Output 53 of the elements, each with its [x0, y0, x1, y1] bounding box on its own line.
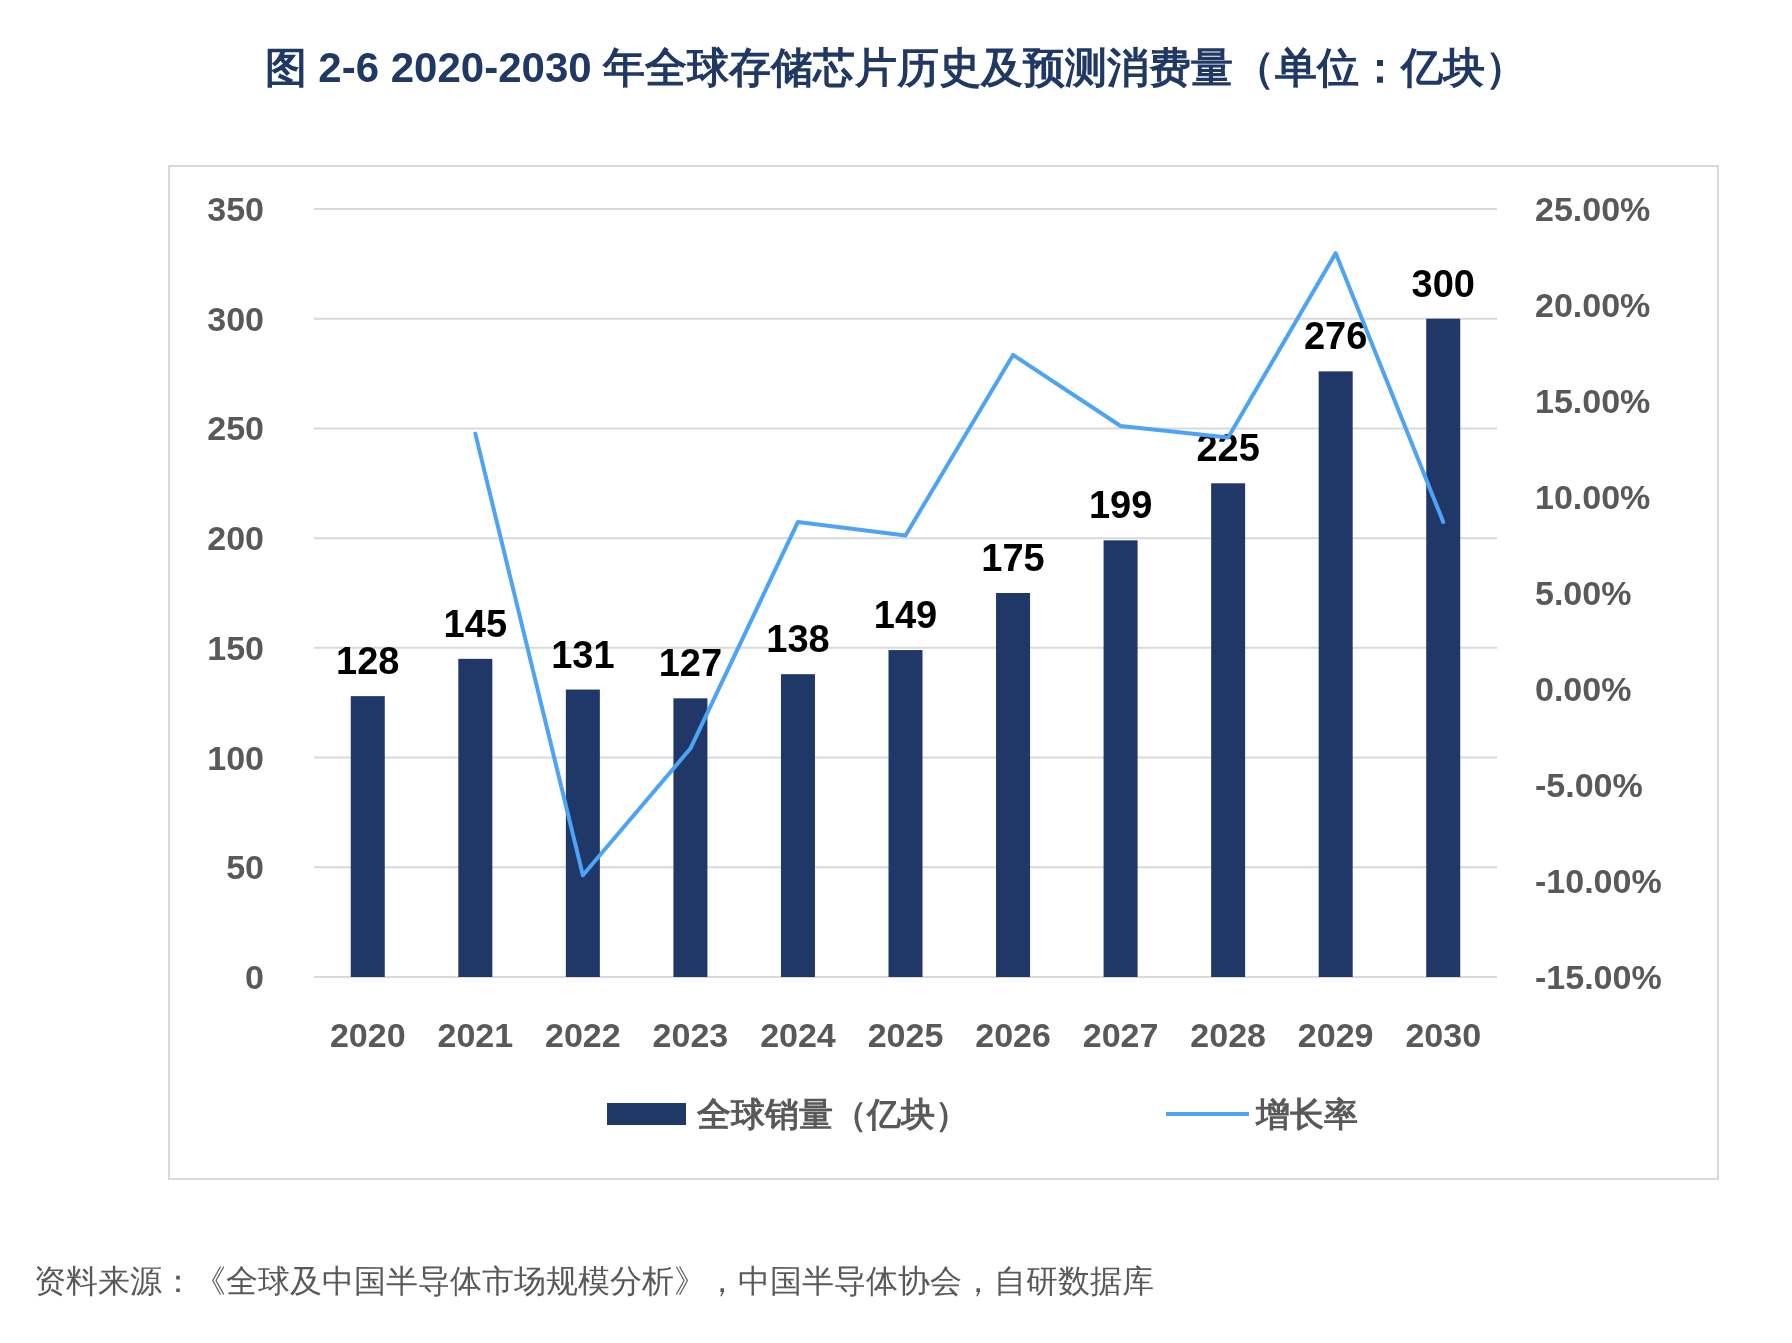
x-tick-label: 2024 — [760, 1016, 836, 1054]
data-label: 175 — [981, 537, 1045, 579]
bar — [565, 689, 600, 977]
x-tick-label: 2026 — [975, 1016, 1051, 1054]
x-tick-label: 2030 — [1405, 1016, 1482, 1054]
y2-tick-label: -5.00% — [1535, 766, 1643, 804]
bar — [1103, 540, 1138, 977]
y-tick-label: 200 — [207, 519, 264, 558]
data-label: 199 — [1088, 484, 1153, 527]
bar — [888, 650, 923, 977]
data-label: 300 — [1411, 262, 1475, 305]
x-tick-label: 2029 — [1297, 1016, 1374, 1054]
x-tick-label: 2028 — [1190, 1016, 1266, 1054]
y2-tick-label: -15.00% — [1535, 958, 1662, 996]
y-tick-label: 100 — [207, 738, 264, 777]
bar — [458, 658, 493, 977]
data-label: 276 — [1303, 315, 1368, 358]
bar — [1211, 483, 1246, 977]
y2-tick-label: 15.00% — [1535, 382, 1651, 420]
x-tick-label: 2021 — [437, 1016, 514, 1054]
y2-tick-label: 5.00% — [1535, 574, 1632, 612]
y2-tick-label: 20.00% — [1535, 286, 1651, 324]
x-tick-label: 2020 — [329, 1016, 406, 1054]
bar — [780, 674, 815, 977]
y-tick-label: 0 — [245, 958, 264, 996]
y2-tick-label: 25.00% — [1535, 190, 1651, 228]
data-label: 128 — [336, 640, 400, 683]
bar — [1318, 371, 1353, 977]
x-tick-label: 2027 — [1082, 1016, 1159, 1054]
bar — [350, 696, 385, 977]
bar — [1426, 318, 1461, 977]
x-tick-label: 2025 — [867, 1016, 944, 1054]
bar — [996, 593, 1031, 977]
legend-label: 全球销量（亿块） — [696, 1095, 969, 1133]
y2-tick-label: 10.00% — [1535, 478, 1651, 516]
bar — [673, 698, 708, 977]
x-tick-label: 2022 — [545, 1016, 621, 1054]
y2-tick-label: 0.00% — [1535, 670, 1632, 708]
y-tick-label: 300 — [207, 299, 264, 338]
data-label: 145 — [443, 602, 508, 645]
y-tick-label: 150 — [207, 628, 264, 667]
chart-title: 图 2-6 2020-2030 年全球存储芯片历史及预测消费量（单位：亿块） — [264, 44, 1528, 91]
text: 资料来源：《全球及中国半导体市场规模分析》，中国半导体协会，自研数据库 — [34, 1263, 1154, 1299]
data-label: 131 — [551, 633, 615, 676]
data-label: 149 — [873, 594, 938, 637]
y-tick-label: 250 — [207, 409, 264, 448]
y-tick-label: 50 — [226, 848, 264, 887]
x-tick-label: 2023 — [652, 1016, 729, 1054]
legend-label: 增长率 — [1254, 1095, 1358, 1133]
data-label: 127 — [658, 642, 723, 685]
y-tick-label: 350 — [207, 190, 264, 228]
y2-tick-label: -10.00% — [1535, 862, 1662, 900]
data-label: 138 — [766, 618, 830, 661]
